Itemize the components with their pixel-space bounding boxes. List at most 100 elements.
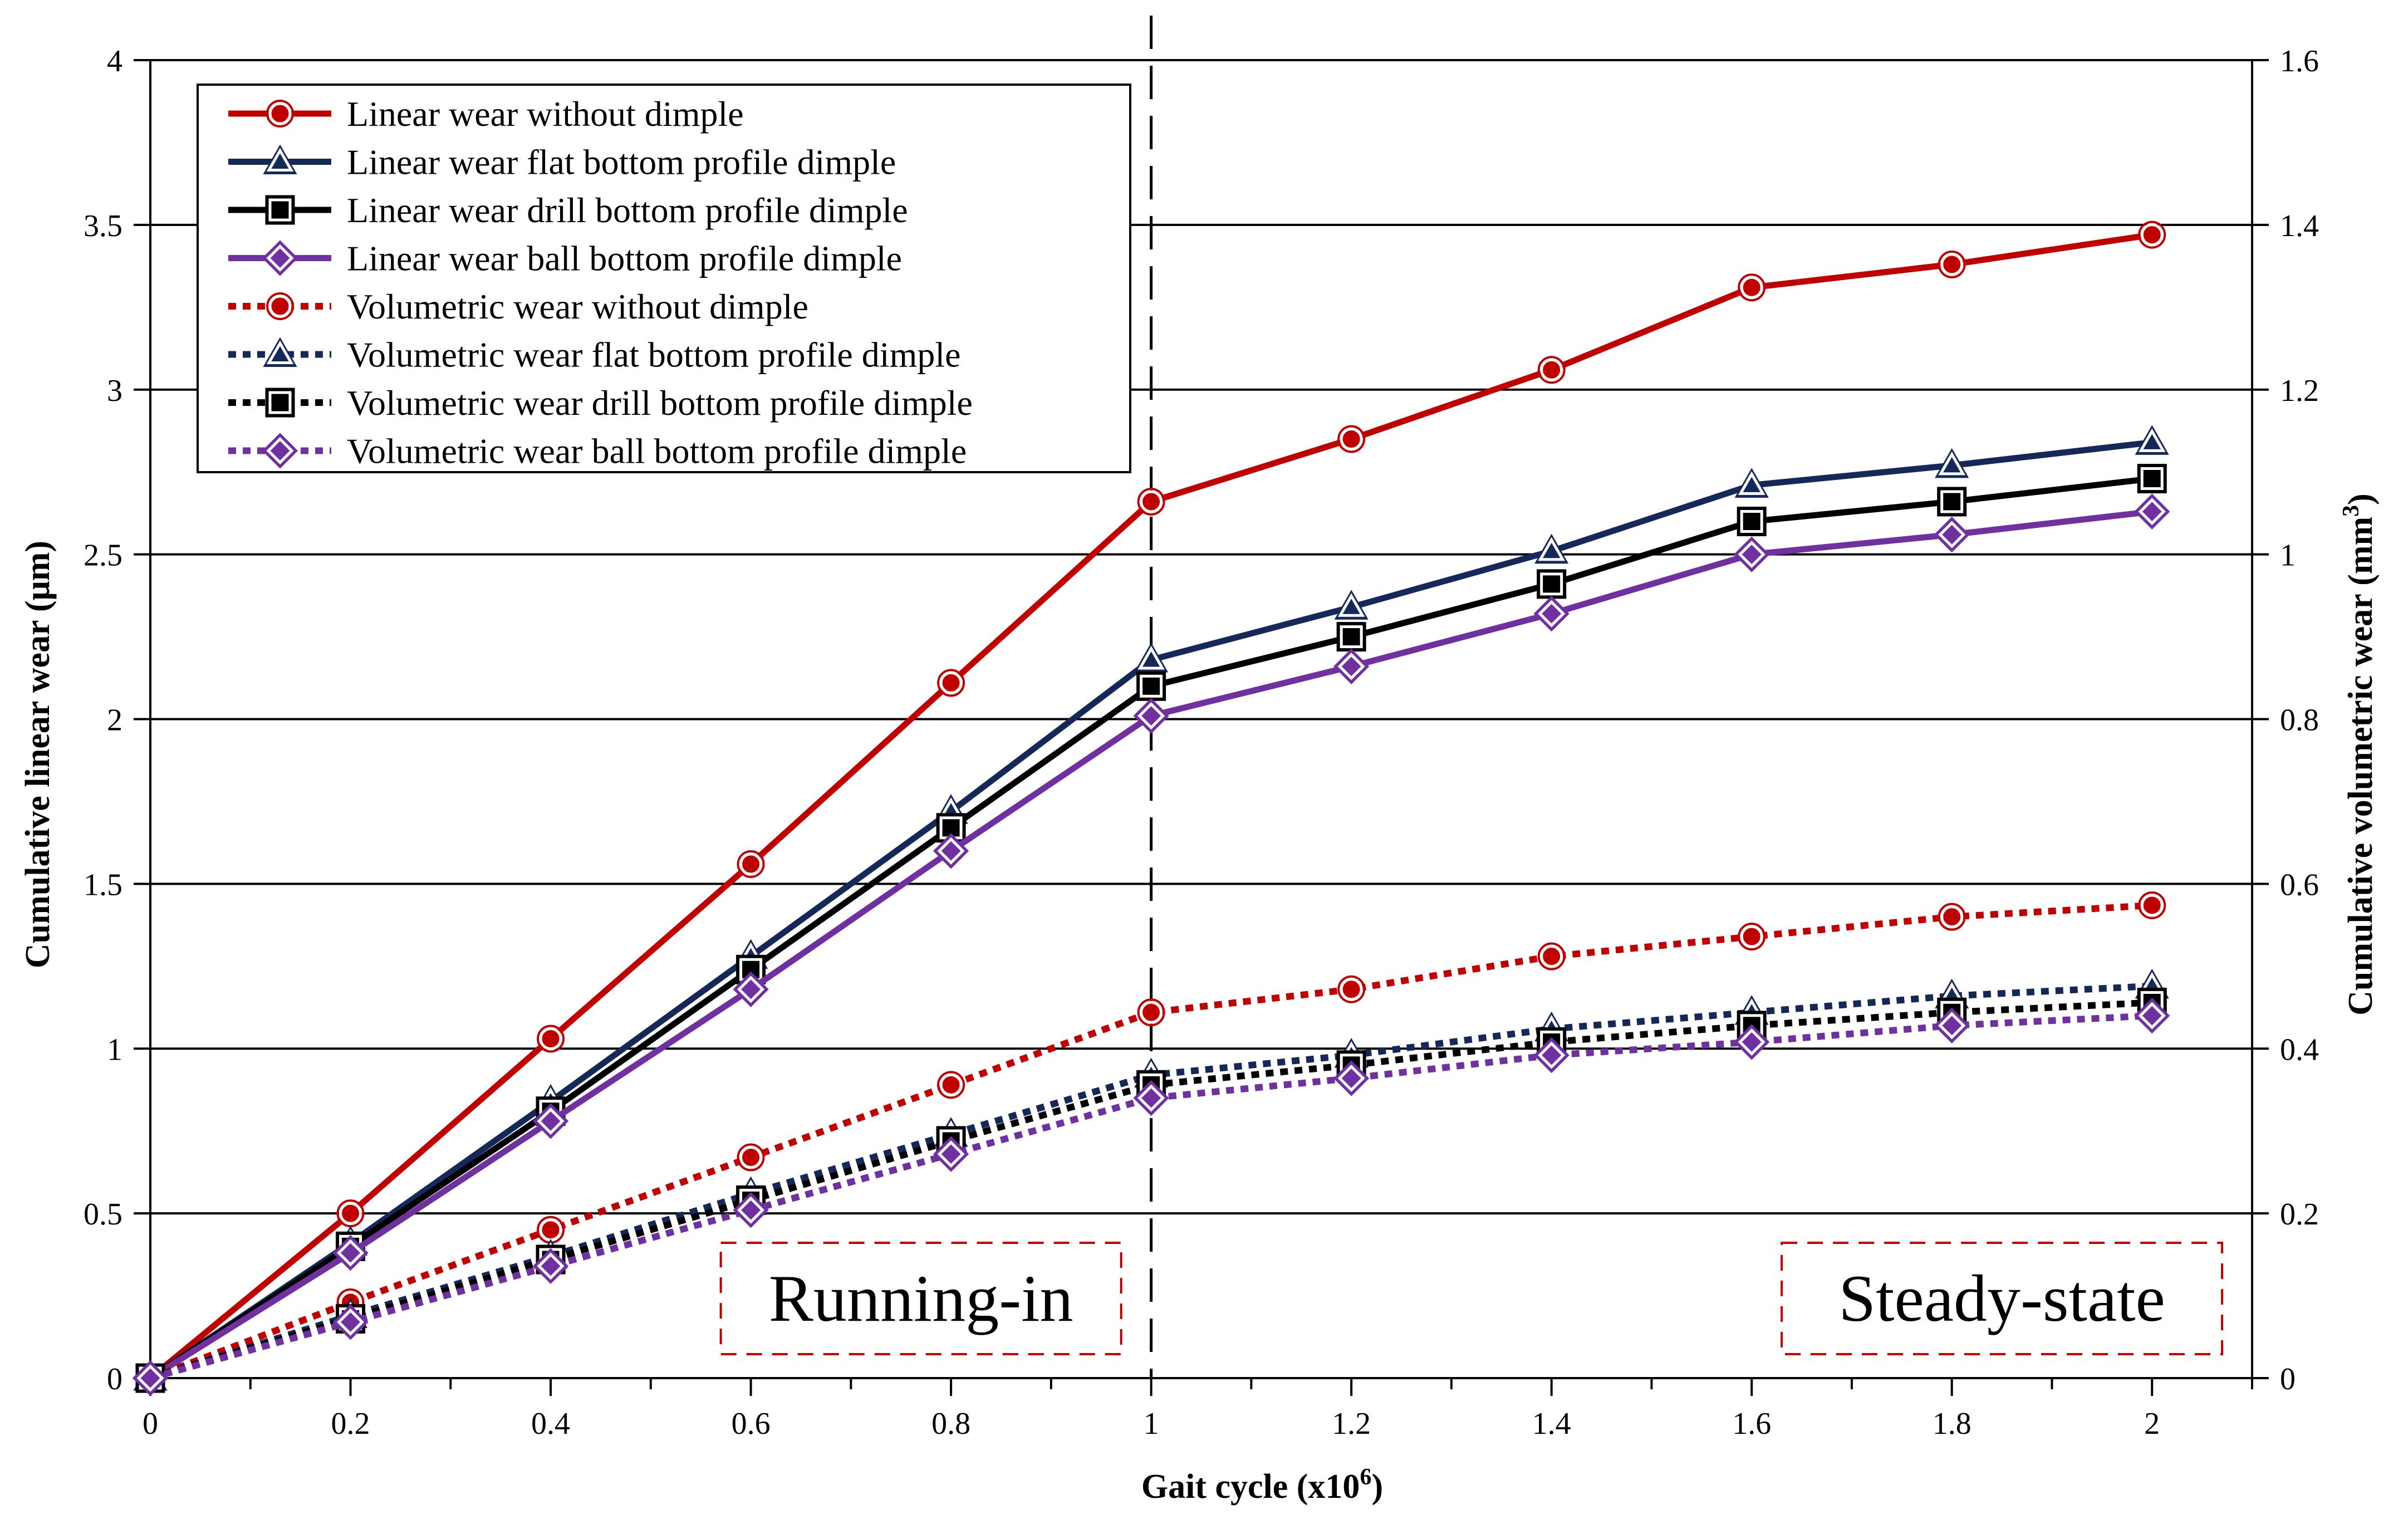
data-point-ring (1137, 487, 1165, 516)
data-point (937, 837, 965, 865)
data-point (1337, 653, 1365, 680)
data-point (737, 1196, 765, 1224)
y-axis-right-title: Cumulative volumetric wear (mm3) (2338, 493, 2380, 1016)
y-left-tick-label: 2.5 (84, 538, 122, 573)
data-point-ring (1738, 273, 1766, 302)
data-point (1940, 253, 1964, 276)
gridlines (150, 59, 2252, 1215)
data-point (1137, 1084, 1165, 1112)
legend-label: Linear wear drill bottom profile dimple (347, 190, 908, 230)
x-tick-label: 1.6 (1732, 1407, 1771, 1441)
data-point-ring (1137, 998, 1165, 1027)
annotation-label: Running-in (769, 1261, 1073, 1335)
x-tick-label: 0.2 (331, 1407, 370, 1441)
data-point (1738, 541, 1765, 569)
data-point (1738, 1028, 1765, 1056)
series-1 (136, 220, 2166, 1392)
x-tick-label: 1.8 (1933, 1407, 1971, 1441)
data-point (1337, 593, 1365, 617)
legend-marker (268, 198, 292, 222)
y-left-tick-label: 4 (107, 44, 122, 79)
data-point (336, 1308, 365, 1336)
series-line (149, 901, 2152, 1381)
annotations: Running-in Steady-state (719, 1242, 2224, 1355)
data-point-ring (1337, 425, 1366, 453)
data-point (539, 1218, 562, 1242)
data-point (2138, 498, 2166, 526)
data-point (1738, 471, 1765, 495)
data-point (737, 976, 765, 1003)
data-point (1938, 1012, 1966, 1040)
legend-marker-ring (266, 100, 294, 128)
legend-label: Volumetric wear ball bottom profile dimp… (347, 432, 967, 471)
data-point (1938, 521, 1966, 548)
data-point (2140, 894, 2164, 917)
y-right-tick-label: 0.8 (2280, 703, 2319, 738)
y-right-tick-label: 1.4 (2280, 209, 2319, 243)
legend: Linear wear without dimple Linear wear fl… (197, 84, 1131, 473)
data-point (1740, 925, 1763, 948)
data-point (336, 1239, 365, 1267)
y-axis-left-title: Cumulative linear wear (μm) (19, 541, 57, 968)
x-tick-label: 0.4 (531, 1407, 570, 1441)
data-point (2138, 428, 2166, 452)
data-point-ring (1537, 942, 1566, 971)
legend-marker (266, 437, 294, 465)
legend-marker (268, 391, 292, 414)
data-point (1940, 905, 1964, 929)
series-4 (132, 493, 2170, 1396)
data-point (1137, 645, 1165, 670)
legend-marker (266, 244, 294, 272)
y-right-tick-label: 0.6 (2280, 868, 2319, 902)
data-point (937, 1140, 965, 1168)
data-point (339, 1202, 362, 1225)
data-point (1538, 537, 1565, 561)
data-point (1938, 451, 1966, 476)
data-point-ring (937, 1071, 965, 1099)
legend-label: Volumetric wear flat bottom profile dimp… (347, 335, 961, 375)
data-point (1740, 276, 1763, 299)
data-point-ring (2138, 891, 2166, 919)
y-left-tick-label: 3.5 (84, 209, 122, 243)
data-point (1340, 978, 1363, 1001)
data-point (1538, 600, 1566, 628)
y-left-tick-label: 0.5 (84, 1197, 122, 1232)
x-tick-label: 0 (143, 1407, 158, 1441)
x-tick-label: 1.2 (1332, 1407, 1371, 1441)
x-tick-label: 0.6 (732, 1407, 771, 1441)
y-right-tick-label: 1.6 (2280, 44, 2319, 79)
data-point-ring (737, 1143, 765, 1172)
data-point (539, 1027, 562, 1050)
data-point (1140, 674, 1163, 698)
legend-marker (268, 102, 292, 125)
data-point (1538, 1041, 1566, 1069)
y-left-tick-label: 3 (107, 374, 122, 408)
x-tick-label: 1.4 (1532, 1407, 1571, 1441)
y-right-tick-label: 1 (2280, 538, 2296, 573)
data-point (2140, 467, 2164, 491)
x-tick-label: 2 (2144, 1407, 2160, 1441)
data-point-ring (937, 669, 965, 697)
series-line (149, 1012, 2152, 1381)
data-point-ring (1337, 975, 1366, 1003)
y-left-tick-label: 1.5 (84, 868, 122, 902)
data-point (939, 1073, 963, 1096)
legend-label: Linear wear flat bottom profile dimple (347, 143, 896, 182)
y-left-tick-label: 2 (107, 703, 122, 738)
data-point (1140, 1001, 1163, 1024)
legend-label: Linear wear without dimple (347, 94, 744, 134)
series-8 (132, 997, 2170, 1396)
y-right-tick-label: 0.2 (2280, 1197, 2319, 1232)
data-point (1137, 702, 1165, 730)
annotation-label: Steady-state (1838, 1261, 2165, 1335)
data-point (1340, 625, 1363, 649)
axes: 0 0.2 0.4 0.6 0.8 1 1.2 1.4 1.6 1.8 2 0 0.5 1 1.5 2 2.5 3… (84, 44, 2319, 1441)
legend-marker (266, 340, 294, 364)
data-point-ring (1537, 356, 1566, 384)
legend-marker (266, 148, 294, 171)
data-point-ring (1938, 250, 1966, 278)
data-point (939, 671, 963, 694)
data-point (1940, 490, 1964, 513)
